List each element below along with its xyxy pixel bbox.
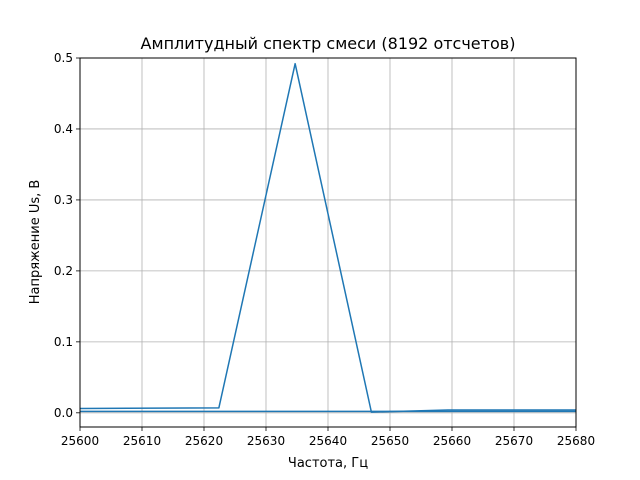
x-tick-label: 25650 bbox=[371, 434, 409, 448]
y-tick-label: 0.5 bbox=[54, 51, 73, 65]
y-tick-label: 0.0 bbox=[54, 406, 73, 420]
y-tick-label: 0.2 bbox=[54, 264, 73, 278]
y-tick-label: 0.1 bbox=[54, 335, 73, 349]
x-tick-label: 25670 bbox=[495, 434, 533, 448]
x-tick-label: 25610 bbox=[123, 434, 161, 448]
x-tick-label: 25620 bbox=[185, 434, 223, 448]
x-tick-label: 25600 bbox=[61, 434, 99, 448]
x-tick-label: 25680 bbox=[557, 434, 595, 448]
plot-series bbox=[79, 62, 576, 413]
y-tick-label: 0.4 bbox=[54, 122, 73, 136]
x-axis-label: Частота, Гц bbox=[288, 456, 368, 471]
series-line-1 bbox=[79, 62, 576, 413]
x-axis-ticks: 25600 25610 25620 25630 25640 25650 25660 25670… bbox=[61, 427, 595, 448]
chart-title: Амплитудный спектр смеси (8192 отсчетов) bbox=[141, 34, 516, 53]
x-tick-label: 25630 bbox=[247, 434, 285, 448]
x-tick-label: 25660 bbox=[433, 434, 471, 448]
x-tick-label: 25640 bbox=[309, 434, 347, 448]
y-axis-label: Напряжение Us, В bbox=[28, 180, 43, 305]
y-axis-ticks: 0.0 0.1 0.2 0.3 0.4 0.5 bbox=[54, 51, 80, 420]
y-tick-label: 0.3 bbox=[54, 193, 73, 207]
